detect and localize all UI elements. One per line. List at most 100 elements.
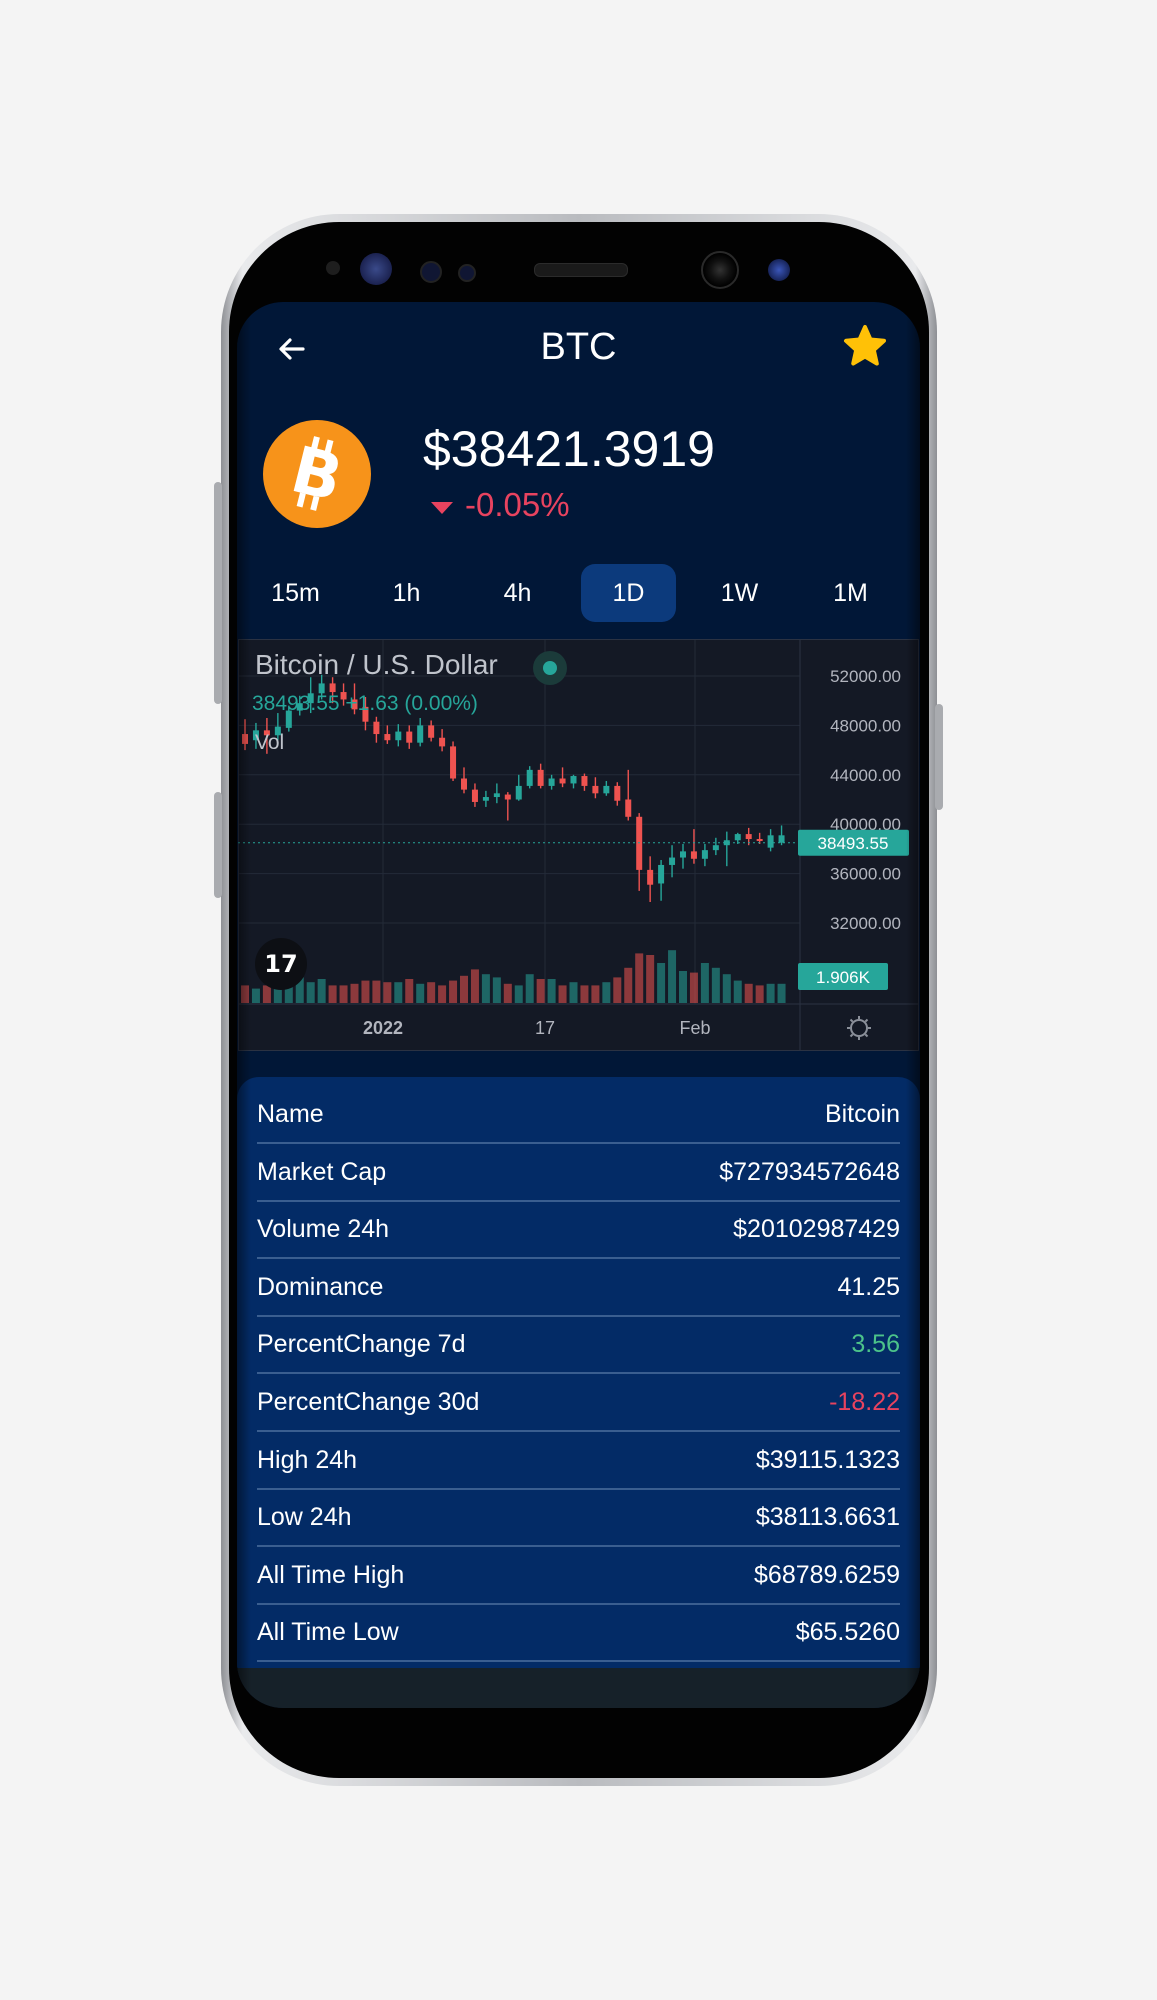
star-icon — [844, 325, 886, 366]
timeframe-15m[interactable]: 15m — [271, 579, 320, 607]
candlestick-chart[interactable]: 52000.00 48000.00 44000.00 40000.00 36000.00… — [238, 639, 919, 1051]
timeframe-4h[interactable]: 4h — [503, 579, 532, 607]
iris-scanner — [360, 253, 392, 285]
volume-bar — [755, 985, 764, 1003]
volume-bar — [339, 985, 348, 1003]
candle-body — [592, 785, 599, 794]
stat-value: -18.22 — [829, 1388, 900, 1416]
stat-label: All Time Low — [257, 1618, 399, 1647]
candle-body — [362, 706, 369, 722]
candle-body — [285, 710, 292, 728]
candle-body — [406, 731, 413, 743]
candle-body — [373, 721, 380, 735]
back-button[interactable] — [275, 332, 309, 366]
stat-value: $727934572648 — [719, 1157, 900, 1186]
stat-label: Volume 24h — [257, 1215, 390, 1244]
candle-body — [428, 725, 435, 738]
favorite-button[interactable] — [842, 324, 888, 370]
candle-body — [439, 737, 446, 747]
volume-bar — [350, 983, 359, 1003]
candle-body — [559, 778, 566, 784]
arrow-left-icon — [279, 338, 305, 360]
candle-body — [263, 730, 270, 736]
candle-body — [647, 869, 654, 885]
volume-bar — [372, 980, 381, 1003]
candle-body — [329, 683, 336, 693]
volume-bar — [241, 985, 249, 1003]
front-camera — [701, 251, 739, 289]
stat-row: High 24h $39115.1323 — [257, 1431, 900, 1490]
volume-bar — [744, 983, 753, 1003]
volume-bar — [711, 967, 720, 1003]
timeframe-1d[interactable]: 1D — [581, 564, 676, 622]
candle-body — [734, 834, 741, 841]
timeframe-selector: 15m 1h 4h 1D 1W 1M — [245, 564, 912, 622]
live-indicator-icon — [533, 651, 567, 685]
y-tick-label: 52000.00 — [830, 667, 901, 686]
tradingview-logo-icon[interactable]: 17 — [255, 938, 307, 990]
volume-bar — [470, 969, 479, 1003]
candle-body — [712, 845, 719, 851]
candle-body — [636, 816, 643, 870]
candle-body — [307, 693, 314, 704]
stat-label: PercentChange 30d — [257, 1388, 480, 1416]
gear-icon[interactable] — [847, 1016, 871, 1040]
candle-body — [690, 851, 697, 859]
volume-bar — [328, 985, 337, 1003]
volume-bar — [383, 982, 392, 1003]
candle-body — [395, 731, 402, 741]
timeframe-1w[interactable]: 1W — [720, 579, 759, 607]
page-title: BTC — [540, 326, 617, 368]
volume-bar — [777, 983, 786, 1003]
volume-bar — [602, 982, 611, 1003]
candle-body — [252, 730, 259, 741]
volume-bar — [668, 950, 677, 1003]
stat-row: Low 24h $38113.6631 — [257, 1488, 900, 1548]
stat-label: All Time High — [257, 1560, 405, 1589]
candle-body — [570, 776, 577, 784]
candle-body — [625, 799, 632, 817]
stat-value: $38113.6631 — [755, 1503, 900, 1532]
price-chart[interactable]: 52000.00 48000.00 44000.00 40000.00 36000.00… — [238, 639, 919, 1051]
candle-body — [318, 683, 325, 694]
volume-bar — [689, 972, 698, 1003]
stat-value: 3.56 — [851, 1330, 900, 1359]
candle-body — [548, 778, 555, 786]
volume-bar — [361, 980, 370, 1003]
stat-row: Market Cap $727934572648 — [257, 1143, 900, 1202]
volume-bar — [481, 974, 490, 1003]
sensor-dot — [420, 261, 442, 283]
candle-body — [351, 699, 358, 710]
timeframe-1m[interactable]: 1M — [833, 579, 868, 607]
candle-body — [340, 692, 347, 700]
candle-body — [450, 746, 457, 779]
volume-bar — [580, 985, 589, 1003]
volume-bar — [449, 980, 458, 1003]
stat-value: $68789.6259 — [754, 1560, 900, 1589]
stat-row: Name Bitcoin — [257, 1085, 900, 1144]
bottom-strip — [237, 1668, 920, 1708]
candle-body — [581, 776, 588, 786]
chart-ohlc: 38493.55 +1.63 (0.00%) — [252, 692, 478, 715]
volume-bar — [679, 971, 687, 1003]
volume-bar — [295, 977, 304, 1003]
volume-bar — [635, 953, 644, 1003]
chart-title: Bitcoin / U.S. Dollar — [255, 649, 498, 680]
candle-body — [384, 734, 391, 741]
stat-label: Dominance — [257, 1272, 384, 1301]
volume-bar — [438, 985, 447, 1003]
triangle-down-icon — [431, 502, 453, 514]
last-price-tag — [798, 829, 909, 856]
timeframe-1h[interactable]: 1h — [392, 579, 421, 607]
volume-bar — [492, 977, 501, 1003]
volume-bar — [536, 979, 545, 1003]
candle-body — [701, 850, 708, 859]
candle-body — [504, 794, 511, 800]
candle-body — [723, 840, 730, 846]
app-screen: BTC B $38421.3919 -0.05% 15m 1h 4h 1D 1W… — [237, 302, 920, 1708]
candle-body — [778, 835, 785, 843]
coin-price: $38421.3919 — [423, 421, 715, 477]
stat-value: Bitcoin — [824, 1100, 900, 1128]
stat-row: All Time Low $65.5260 — [257, 1603, 900, 1663]
stat-value: $20102987429 — [733, 1215, 900, 1244]
